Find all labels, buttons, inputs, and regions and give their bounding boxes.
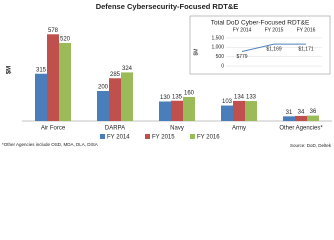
bar	[295, 115, 307, 121]
value-label: 200	[98, 85, 109, 91]
value-label: 578	[48, 28, 59, 34]
legend-swatch	[145, 134, 150, 139]
y-tick-label: 500	[216, 54, 225, 60]
bar	[307, 115, 319, 121]
y-axis-label: $M	[7, 66, 13, 74]
value-label: 103	[222, 99, 233, 105]
value-label: 134	[234, 94, 245, 100]
legend-label: FY 2014	[107, 135, 130, 141]
bar	[121, 72, 133, 121]
bar	[159, 101, 171, 121]
legend-swatch	[190, 134, 195, 139]
legend-label: FY 2016	[197, 135, 220, 141]
value-label: 520	[60, 37, 71, 43]
bar	[35, 73, 47, 121]
bar	[283, 116, 295, 121]
x-tick-label: Army	[232, 126, 246, 132]
value-label: 133	[246, 95, 257, 101]
bar	[109, 78, 121, 121]
inset-title: Total DoD Cyber-Focused RDT&E	[211, 20, 310, 27]
bar	[59, 43, 71, 121]
inset-category: FY 2015	[265, 27, 284, 33]
value-label: 160	[184, 91, 195, 97]
value-label: 324	[122, 66, 133, 72]
chart-title: Defense Cybersecurity-Focused RDT&E	[96, 2, 239, 11]
y-tick-label: 0	[221, 63, 224, 69]
inset-category: FY 2014	[233, 27, 252, 33]
x-tick-label: Air Force	[41, 126, 66, 132]
x-tick-label: DARPA	[105, 126, 125, 132]
value-label: 315	[36, 67, 47, 73]
bar	[183, 97, 195, 121]
legend-swatch	[100, 134, 105, 139]
bar	[97, 91, 109, 121]
value-label: 285	[110, 72, 121, 78]
value-label: 31	[286, 110, 293, 116]
inset-category: FY 2016	[297, 27, 316, 33]
value-label: $1,169	[266, 47, 282, 53]
bar	[171, 100, 183, 121]
line	[241, 43, 307, 52]
value-label: $1,171	[298, 46, 314, 52]
inset-frame	[189, 15, 331, 75]
bar	[47, 34, 59, 121]
source: Source: DoD, Deltek	[290, 143, 332, 148]
x-tick-label: Navy	[170, 126, 184, 132]
footnote: *Other Agencies include OSD, MDA, DLA, D…	[2, 142, 98, 147]
chart: Defense Cybersecurity-Focused RDT&E $M *…	[2, 2, 332, 148]
x-tick-label: Other Agencies*	[279, 126, 323, 132]
y-tick-label: 1,000	[211, 45, 224, 51]
value-label: 130	[160, 95, 171, 101]
inset-y-label: $M	[193, 49, 199, 56]
legend-label: FY 2015	[152, 135, 175, 141]
value-label: $779	[236, 54, 247, 60]
value-label: 135	[172, 94, 183, 100]
bar	[245, 101, 257, 121]
bar	[221, 105, 233, 121]
value-label: 34	[298, 109, 305, 115]
bar	[233, 100, 245, 121]
y-tick-label: 1,500	[211, 35, 224, 41]
value-label: 36	[310, 109, 317, 115]
